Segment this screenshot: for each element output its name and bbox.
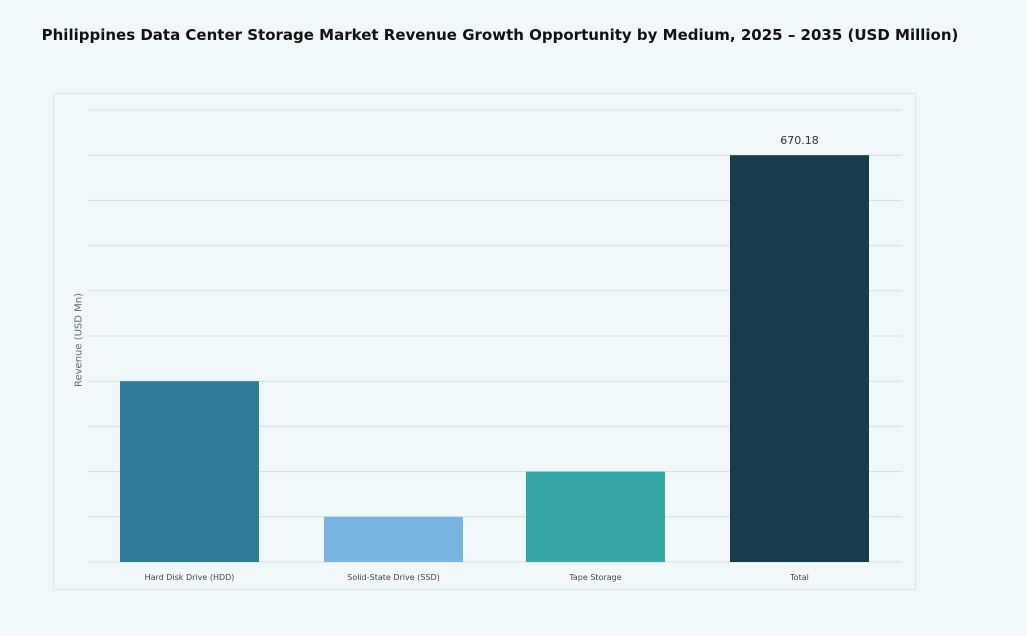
bar-0 [120,381,259,562]
x-tick-label: Total [789,573,809,582]
plot-frame [53,93,916,590]
data-label: 670.18 [780,134,819,147]
x-tick-label: Solid-State Drive (SSD) [347,573,440,582]
bar-3 [730,155,869,562]
chart-title: Philippines Data Center Storage Market R… [41,26,959,44]
x-tick-label: Tape Storage [568,573,621,582]
x-tick-label: Hard Disk Drive (HDD) [145,573,235,582]
bar-2 [526,471,665,562]
bar-1 [324,516,463,562]
